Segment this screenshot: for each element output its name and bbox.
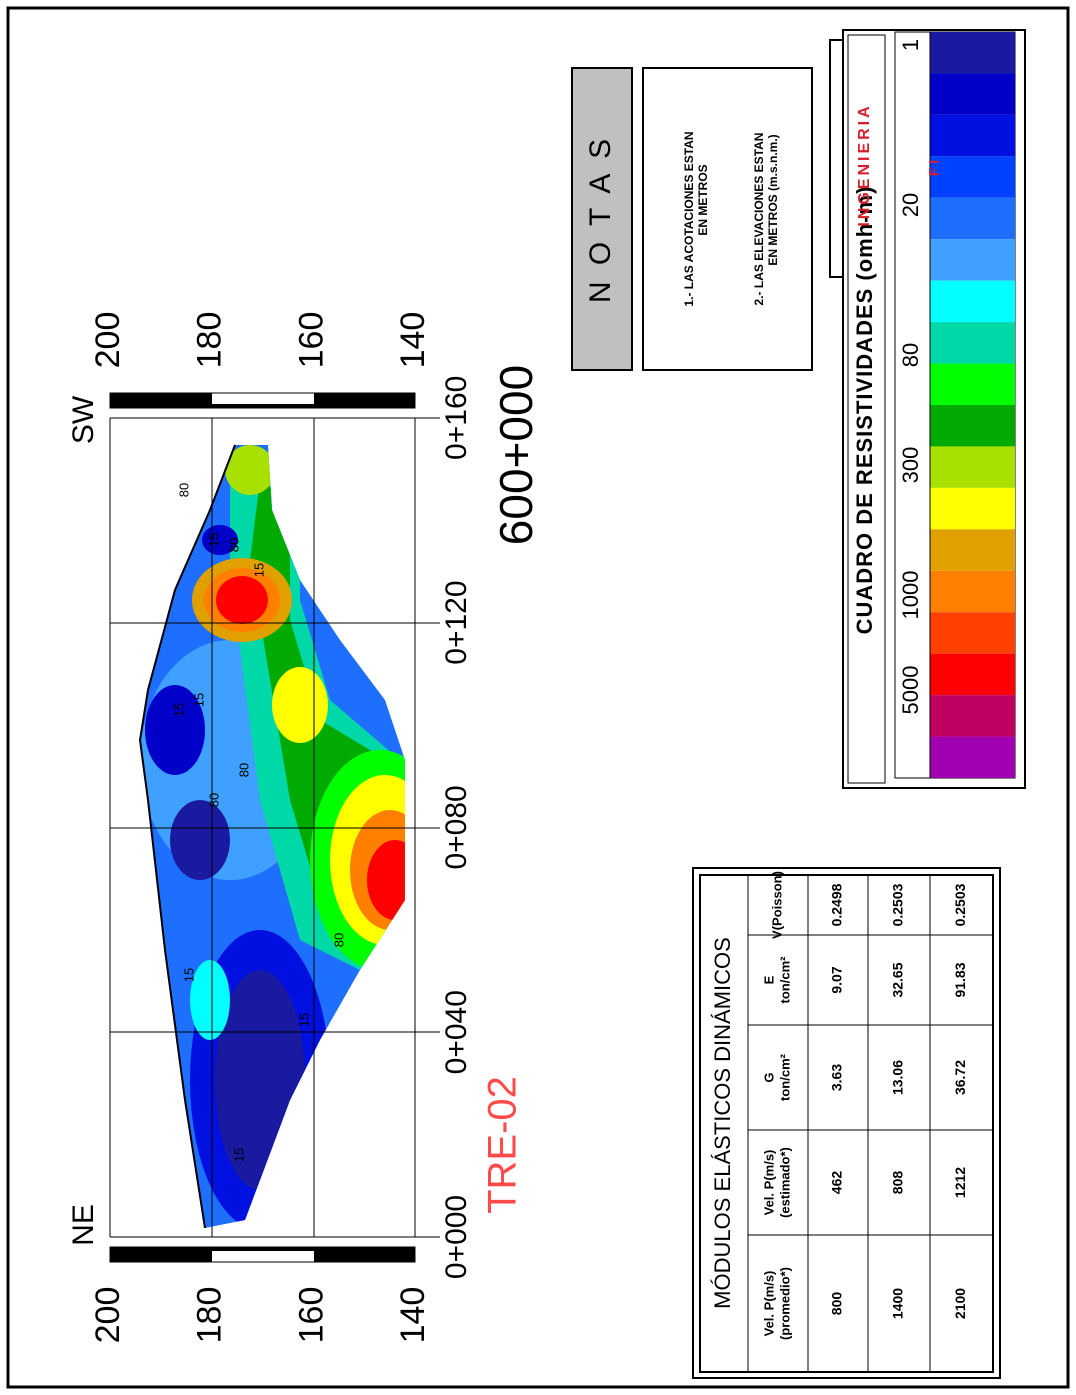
table-header: G: [761, 1072, 776, 1082]
table-header: ton/cm²: [777, 1053, 792, 1101]
legend-swatch: [930, 737, 1015, 778]
legend-swatch: [930, 239, 1015, 280]
logo-letters: F I: [926, 160, 942, 176]
table-cell: 0.2503: [890, 883, 906, 926]
table-header: Vel. P(m/s): [761, 1271, 776, 1337]
table-cell: 2100: [952, 1288, 968, 1319]
table-cell: 1212: [952, 1167, 968, 1198]
contour-label: 15: [296, 1013, 311, 1027]
table-header: ton/cm²: [777, 956, 792, 1004]
legend-label: 1: [898, 39, 923, 51]
drawing: 2002001801801601601401400+0000+0400+0800…: [0, 0, 1076, 1395]
table-title: MÓDULOS ELÁSTICOS DINÁMICOS: [710, 937, 735, 1309]
elevation-tick-label: 160: [292, 312, 330, 369]
table-cell: 0.2503: [952, 883, 968, 926]
logo-text: INGENIERIA: [856, 103, 873, 226]
station-tick-label: 0+000: [440, 1195, 473, 1279]
notes-box: [643, 68, 812, 370]
right-label: SW: [67, 395, 100, 444]
section-subtitle: 600+000: [490, 365, 542, 545]
legend-label: 80: [898, 343, 923, 367]
legend-swatch: [930, 281, 1015, 322]
table-header: (promedio*): [777, 1267, 792, 1340]
elevation-tick-label: 200: [89, 1287, 127, 1344]
legend-swatch: [930, 198, 1015, 239]
table-cell: 462: [829, 1171, 845, 1195]
legend-swatch: [930, 156, 1015, 197]
legend-label: 300: [898, 447, 923, 484]
legend-swatch: [930, 364, 1015, 405]
contour-label: 80: [176, 483, 191, 497]
table-cell: 0.2498: [829, 883, 845, 926]
table-cell: 91.83: [952, 962, 968, 997]
contour-label: 15: [171, 703, 186, 717]
contour-label: 15: [191, 693, 206, 707]
legend-swatch: [930, 488, 1015, 529]
contour-label: 15: [206, 533, 221, 547]
legend-title: CUADRO DE RESISTIVIDADES (omh-m): [852, 186, 877, 635]
elevation-tick-label: 140: [394, 1287, 432, 1344]
legend-label: 1000: [898, 571, 923, 620]
legend-swatch: [930, 73, 1015, 114]
table-cell: 3.63: [829, 1064, 845, 1091]
note-line: EN METROS (m.s.n.m.): [766, 134, 780, 265]
table-cell: 1400: [890, 1288, 906, 1319]
legend-swatch: [930, 695, 1015, 736]
resistivity-section: [100, 400, 450, 1250]
elevation-tick-label: 180: [191, 1287, 229, 1344]
legend-swatch: [930, 529, 1015, 570]
contour-label: 80: [236, 763, 251, 777]
station-tick-label: 0+040: [440, 990, 473, 1074]
contour-label: 80: [331, 933, 346, 947]
contour-label: 15: [251, 563, 266, 577]
legend-swatch: [930, 446, 1015, 487]
table-header: Vel. P(m/s): [761, 1150, 776, 1216]
table-header: E: [761, 975, 776, 984]
table-cell: 800: [829, 1292, 845, 1316]
legend-swatch: [930, 322, 1015, 363]
station-tick-label: 0+080: [440, 785, 473, 869]
contour-label: 15: [181, 968, 196, 982]
contour-label: 80: [226, 538, 241, 552]
section-title: TRE-02: [481, 1076, 525, 1214]
note-line: 2.- LAS ELEVACIONES ESTAN: [752, 133, 766, 306]
legend-swatch: [930, 32, 1015, 73]
legend-swatch: [930, 612, 1015, 653]
table-header: (estimado*): [777, 1147, 792, 1218]
elevation-tick-label: 200: [89, 312, 127, 369]
table-cell: 36.72: [952, 1060, 968, 1095]
legend-swatch: [930, 571, 1015, 612]
legend-label: 20: [898, 193, 923, 217]
notes-title: N O T A S: [584, 135, 617, 303]
left-label: NE: [67, 1204, 100, 1246]
table-cell: 32.65: [890, 962, 906, 997]
note-line: 1.- LAS ACOTACIONES ESTAN: [682, 131, 696, 306]
legend-swatch: [930, 654, 1015, 695]
table-cell: 808: [890, 1171, 906, 1195]
elevation-tick-label: 160: [292, 1287, 330, 1344]
elevation-tick-label: 140: [394, 312, 432, 369]
station-tick-label: 0+120: [440, 580, 473, 664]
note-line: EN METROS: [696, 164, 710, 235]
table-cell: 9.07: [829, 966, 845, 993]
elevation-tick-label: 180: [191, 312, 229, 369]
table-cell: 13.06: [890, 1060, 906, 1095]
station-tick-label: 0+160: [440, 376, 473, 460]
contour-label: 15: [231, 1148, 246, 1162]
legend-swatch: [930, 405, 1015, 446]
legend-label: 5000: [898, 666, 923, 715]
legend-swatch: [930, 115, 1015, 156]
contour-label: 80: [206, 793, 221, 807]
table-header: V(Poisson): [769, 871, 784, 939]
